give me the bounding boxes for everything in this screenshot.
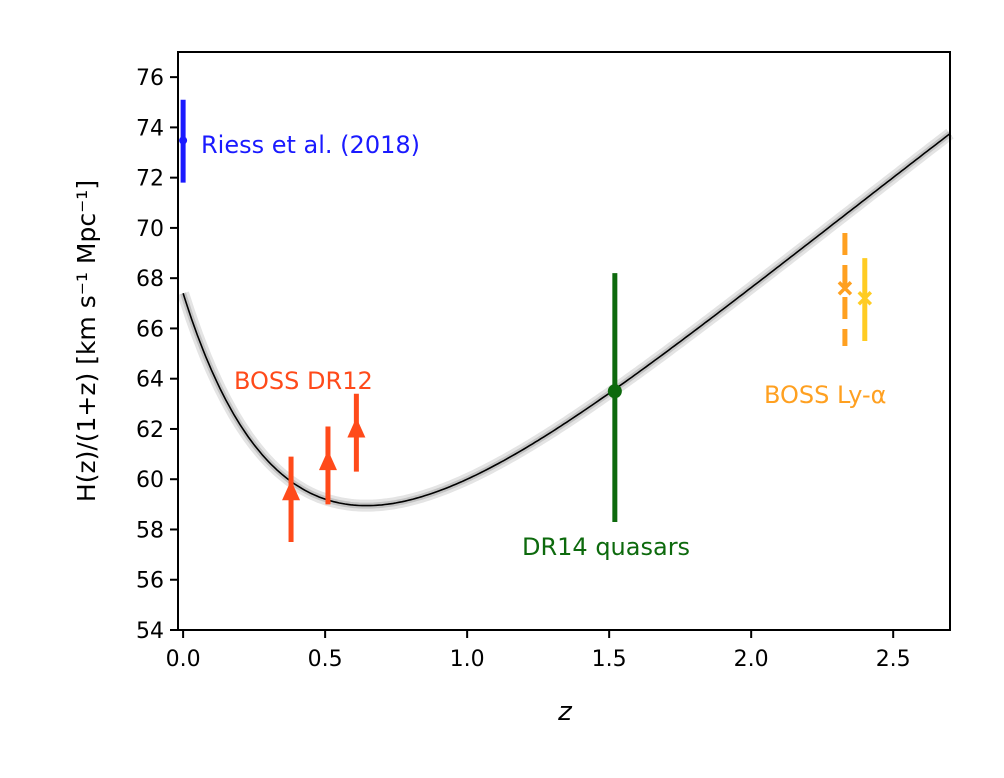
x-tick-label: 0.0 — [166, 647, 201, 672]
y-tick-label: 76 — [136, 66, 164, 91]
data-point-arrow — [347, 417, 366, 438]
y-axis-label: H(z)/(1+z) [km s⁻¹ Mpc⁻¹] — [72, 180, 101, 502]
x-axis: 0.0 0.5 1.0 1.5 2.0 2.5 — [166, 630, 911, 672]
data-point-arrow — [282, 480, 301, 501]
annotation-boss-lya: BOSS Ly-α — [764, 381, 886, 409]
x-tick-label: 1.5 — [592, 647, 627, 672]
annotation-dr14: DR14 quasars — [522, 533, 690, 561]
y-tick-label: 66 — [136, 317, 164, 342]
y-tick-label: 72 — [136, 167, 164, 192]
data-point-cross — [837, 280, 853, 296]
model-band — [177, 128, 954, 512]
data-marks — [179, 99, 873, 543]
x-axis-label: z — [557, 697, 573, 727]
y-tick-label: 58 — [136, 518, 164, 543]
plot-frame — [177, 51, 951, 631]
x-tick-label: 1.0 — [450, 647, 485, 672]
y-tick-label: 54 — [136, 619, 164, 644]
y-tick-label: 70 — [136, 217, 164, 242]
x-tick-label: 2.0 — [734, 647, 769, 672]
data-point — [607, 384, 622, 399]
y-tick-label: 74 — [136, 116, 164, 141]
y-tick-label: 64 — [136, 368, 164, 393]
data-point — [179, 136, 188, 145]
data-point-arrow — [318, 450, 337, 471]
y-tick-label: 68 — [136, 267, 164, 292]
y-axis: 54 56 58 60 62 64 66 68 70 72 74 76 — [136, 66, 178, 644]
y-tick-label: 60 — [136, 468, 164, 493]
x-tick-label: 2.5 — [876, 647, 911, 672]
y-tick-label: 62 — [136, 418, 164, 443]
y-tick-label: 56 — [136, 569, 164, 594]
model-band-outer — [177, 128, 954, 512]
x-tick-label: 0.5 — [308, 647, 343, 672]
model-curve — [182, 132, 951, 507]
annotation-boss-dr12: BOSS DR12 — [234, 367, 373, 395]
model-band-inner — [180, 131, 952, 509]
annotation-riess: Riess et al. (2018) — [201, 131, 420, 159]
data-point-cross — [857, 291, 873, 306]
